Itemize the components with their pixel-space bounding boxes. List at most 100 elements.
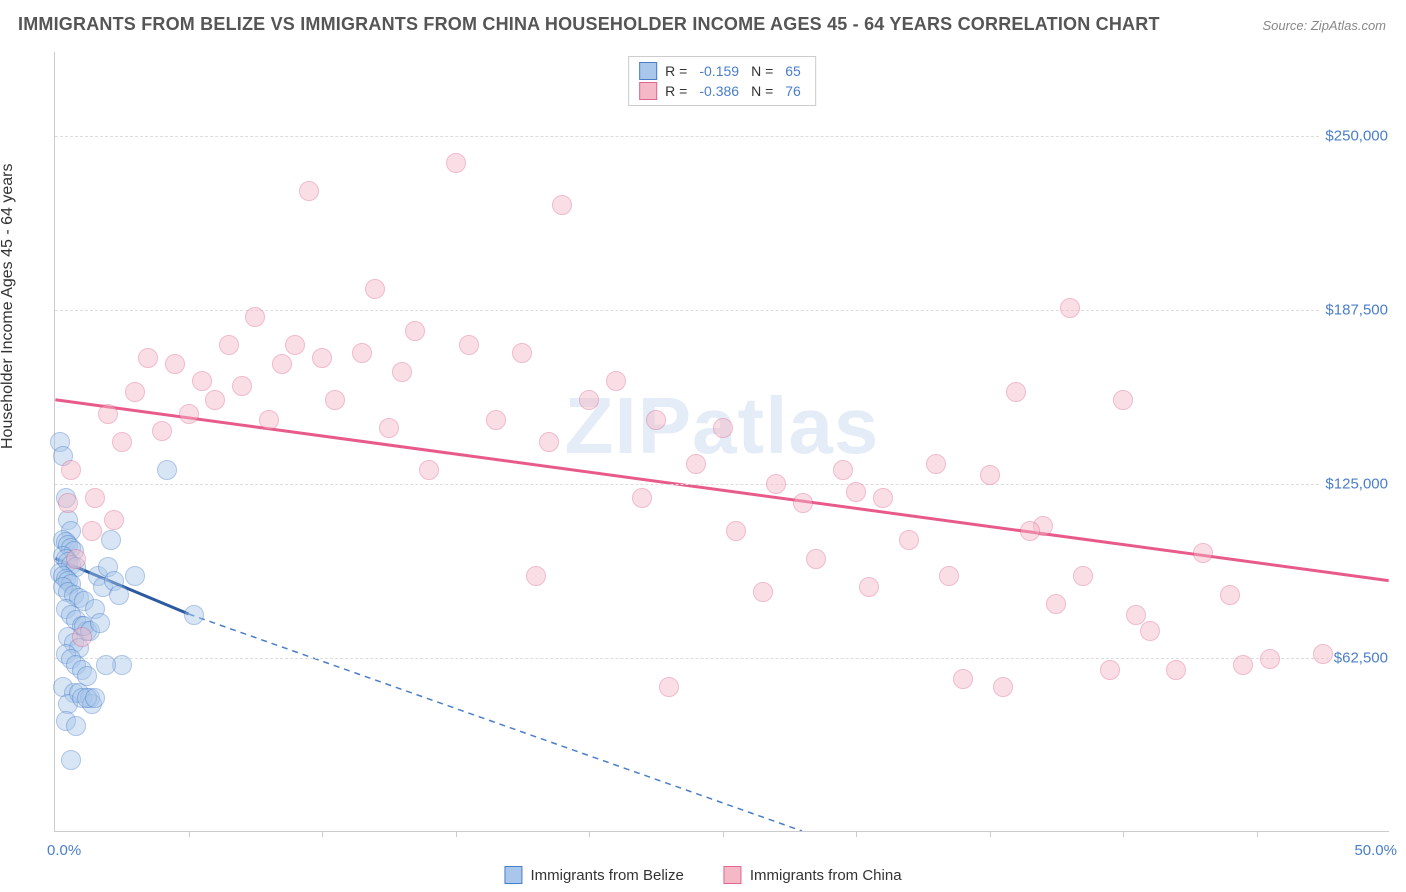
- stats-r-value: -0.159: [695, 63, 743, 79]
- scatter-point: [392, 362, 412, 382]
- scatter-point: [90, 613, 110, 633]
- scatter-point: [152, 421, 172, 441]
- stats-r-label: R =: [665, 83, 687, 99]
- scatter-point: [184, 605, 204, 625]
- stats-r-label: R =: [665, 63, 687, 79]
- scatter-point: [205, 390, 225, 410]
- scatter-point: [245, 307, 265, 327]
- scatter-point: [1100, 660, 1120, 680]
- scatter-point: [58, 493, 78, 513]
- scatter-point: [179, 404, 199, 424]
- x-tick: [856, 831, 857, 837]
- scatter-point: [579, 390, 599, 410]
- scatter-point: [405, 321, 425, 341]
- scatter-point: [1233, 655, 1253, 675]
- scatter-point: [1006, 382, 1026, 402]
- scatter-point: [104, 510, 124, 530]
- scatter-point: [192, 371, 212, 391]
- stats-r-value: -0.386: [695, 83, 743, 99]
- scatter-point: [1020, 521, 1040, 541]
- scatter-point: [101, 530, 121, 550]
- scatter-point: [1166, 660, 1186, 680]
- scatter-point: [873, 488, 893, 508]
- trend-lines-layer: [55, 52, 1389, 831]
- scatter-point: [539, 432, 559, 452]
- stats-n-value: 65: [781, 63, 805, 79]
- stats-legend-row: R =-0.386N =76: [639, 81, 805, 101]
- scatter-point: [1060, 298, 1080, 318]
- legend-swatch: [724, 866, 742, 884]
- scatter-point: [606, 371, 626, 391]
- scatter-point: [793, 493, 813, 513]
- scatter-point: [82, 521, 102, 541]
- scatter-point: [96, 655, 116, 675]
- gridline: [55, 658, 1389, 659]
- scatter-point: [446, 153, 466, 173]
- x-tick: [990, 831, 991, 837]
- scatter-point: [659, 677, 679, 697]
- x-tick: [723, 831, 724, 837]
- y-tick-label: $187,500: [1321, 301, 1392, 318]
- scatter-point: [526, 566, 546, 586]
- x-axis-max-label: 50.0%: [1354, 842, 1397, 859]
- scatter-point: [232, 376, 252, 396]
- scatter-point: [1046, 594, 1066, 614]
- stats-n-label: N =: [751, 63, 773, 79]
- scatter-point: [66, 716, 86, 736]
- scatter-point: [1313, 644, 1333, 664]
- scatter-point: [686, 454, 706, 474]
- chart-plot-area: ZIPatlas R =-0.159N =65R =-0.386N =76 0.…: [54, 52, 1389, 832]
- scatter-point: [713, 418, 733, 438]
- scatter-point: [325, 390, 345, 410]
- scatter-point: [85, 488, 105, 508]
- y-tick-label: $62,500: [1330, 649, 1392, 666]
- legend-item: Immigrants from Belize: [504, 866, 683, 884]
- scatter-point: [646, 410, 666, 430]
- scatter-point: [899, 530, 919, 550]
- x-tick: [1123, 831, 1124, 837]
- scatter-point: [72, 627, 92, 647]
- scatter-point: [632, 488, 652, 508]
- scatter-point: [66, 549, 86, 569]
- stats-legend-row: R = -0.159 N = 65: [639, 61, 805, 81]
- y-axis-label: Householder Income Ages 45 - 64 years: [0, 164, 17, 450]
- scatter-point: [125, 566, 145, 586]
- scatter-point: [833, 460, 853, 480]
- scatter-point: [953, 669, 973, 689]
- scatter-point: [259, 410, 279, 430]
- x-axis-min-label: 0.0%: [47, 842, 81, 859]
- scatter-point: [85, 688, 105, 708]
- scatter-point: [512, 343, 532, 363]
- scatter-point: [112, 432, 132, 452]
- scatter-point: [552, 195, 572, 215]
- scatter-point: [993, 677, 1013, 697]
- source-attribution: Source: ZipAtlas.com: [1262, 18, 1386, 33]
- x-tick: [1257, 831, 1258, 837]
- scatter-point: [285, 335, 305, 355]
- scatter-point: [926, 454, 946, 474]
- scatter-point: [1260, 649, 1280, 669]
- scatter-point: [980, 465, 1000, 485]
- scatter-point: [859, 577, 879, 597]
- stats-n-value: 76: [781, 83, 805, 99]
- scatter-point: [365, 279, 385, 299]
- scatter-point: [726, 521, 746, 541]
- x-tick: [322, 831, 323, 837]
- scatter-point: [352, 343, 372, 363]
- scatter-point: [61, 750, 81, 770]
- scatter-point: [157, 460, 177, 480]
- scatter-point: [1140, 621, 1160, 641]
- legend-item: Immigrants from China: [724, 866, 902, 884]
- legend-swatch: [639, 62, 657, 80]
- scatter-point: [312, 348, 332, 368]
- scatter-point: [753, 582, 773, 602]
- scatter-point: [1220, 585, 1240, 605]
- gridline: [55, 484, 1389, 485]
- legend-label: Immigrants from China: [750, 867, 902, 884]
- series-legend: Immigrants from Belize Immigrants from Ch…: [504, 866, 901, 884]
- scatter-point: [138, 348, 158, 368]
- gridline: [55, 136, 1389, 137]
- scatter-point: [165, 354, 185, 374]
- scatter-point: [1113, 390, 1133, 410]
- scatter-point: [459, 335, 479, 355]
